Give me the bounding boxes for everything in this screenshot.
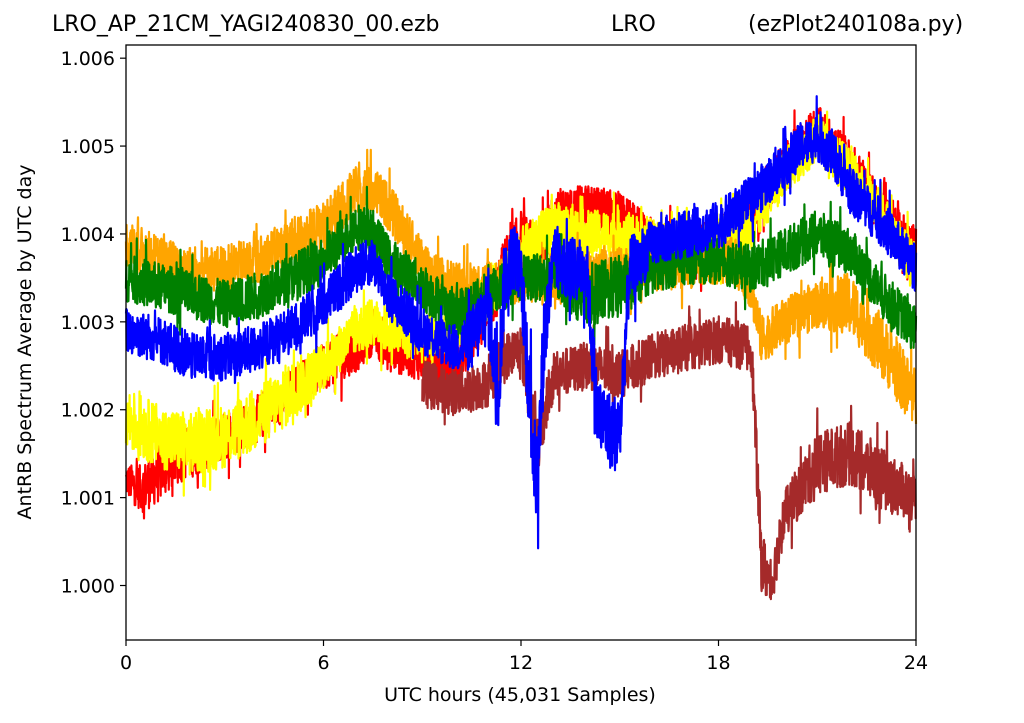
x-tick-label: 24 [904,652,928,674]
x-axis-label: UTC hours (45,031 Samples) [384,684,656,706]
y-axis-label: AntRB Spectrum Average by UTC day [14,165,36,520]
y-tick-label: 1.006 [61,48,115,70]
y-tick-label: 1.004 [61,224,115,246]
y-tick-label: 1.001 [61,488,115,510]
chart-title-filename: LRO_AP_21CM_YAGI240830_00.ezb [52,12,440,37]
x-tick-label: 18 [706,652,730,674]
y-tick-label: 1.005 [61,136,115,158]
chart-title-station: LRO [611,12,656,37]
axis-layer: 0 6 12 18 24 1.000 1.001 1.002 1.003 1.004 1.005 1.… [61,44,928,674]
series-layer [124,95,918,601]
series-line-3 [421,301,917,601]
x-tick-label: 6 [317,652,329,674]
x-tick-label: 0 [120,652,132,674]
chart-title-script: (ezPlot240108a.py) [748,12,964,37]
y-tick-label: 1.000 [61,576,115,598]
y-tick-label: 1.003 [61,312,115,334]
y-tick-label: 1.002 [61,400,115,422]
x-tick-label: 12 [509,652,533,674]
series-line-6 [124,95,918,550]
